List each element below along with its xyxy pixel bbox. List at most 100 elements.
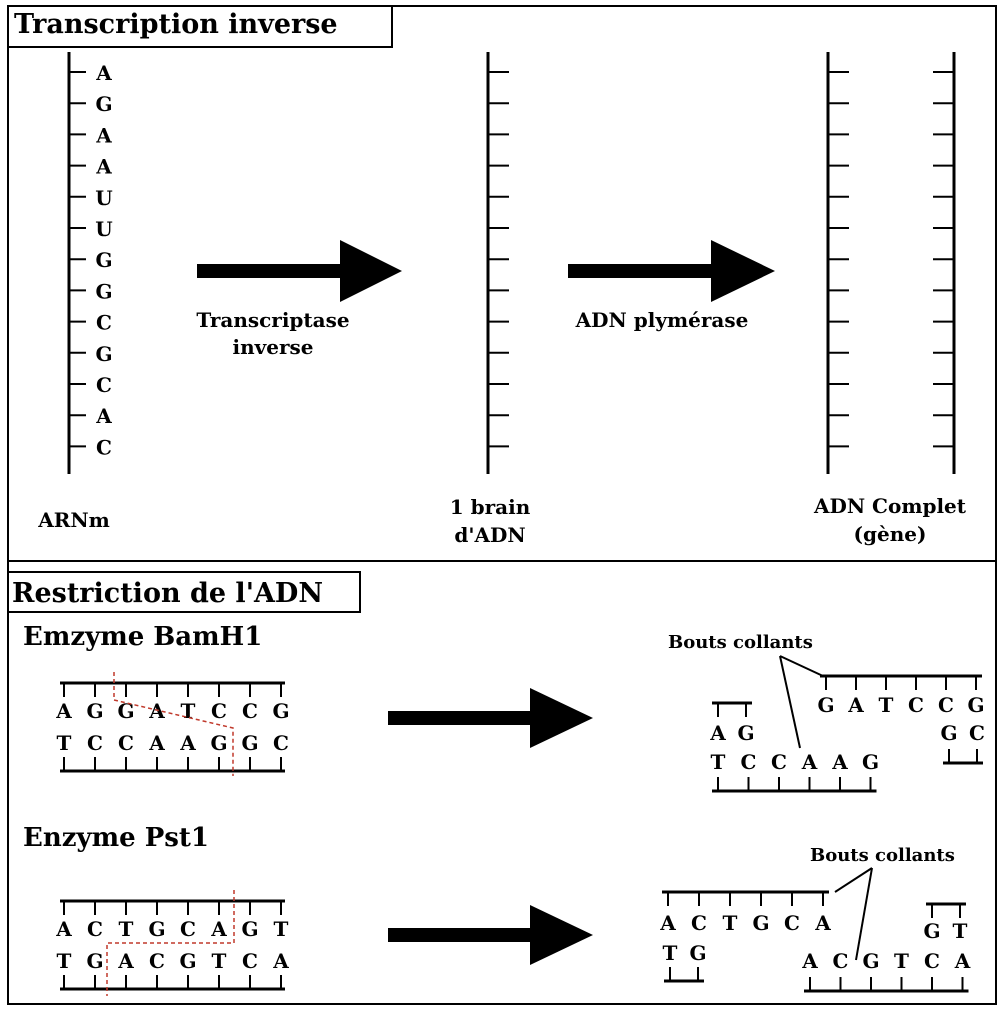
bamh1-right-top-base-4: C: [938, 693, 954, 717]
bamh1-bottom-base-4: A: [179, 731, 196, 755]
pst1-right-bottom-base-3: T: [894, 949, 909, 973]
mrna-base-0: A: [95, 61, 112, 85]
arrow-1-icon: [197, 240, 402, 302]
pst1-bottom-base-1: G: [86, 949, 103, 973]
bamh1-top-base-1: G: [86, 699, 103, 723]
bamh1-bottom-base-2: C: [118, 731, 134, 755]
bamh1-left-fragment: A GT C C A A G: [709, 701, 879, 793]
bamh1-arrow-icon: [388, 688, 593, 748]
section1-title-box: [7, 5, 393, 48]
pst1-right-bottom-base-1: C: [833, 949, 849, 973]
pst1-right-bottom-base-2: G: [862, 949, 879, 973]
pst1-right-bottom-base-4: C: [924, 949, 940, 973]
bamh1-left-bottom-base-5: G: [862, 750, 879, 774]
bamh1-right-fragment: G A T C C GG C: [817, 674, 985, 765]
single-dna-ticks: [488, 71, 509, 448]
pst1-left-top-base-1: C: [691, 911, 707, 935]
pst1-right-top-base-1: T: [953, 919, 968, 943]
bamh1-top-base-6: C: [242, 699, 258, 723]
pst1-left-top-base-4: C: [784, 911, 800, 935]
complete-dna-ticks: [828, 71, 954, 448]
bamh1-bottom-base-7: C: [273, 731, 289, 755]
bamh1-right-bottom-base-0: G: [940, 721, 957, 745]
pst1-bottom-base-6: C: [242, 949, 258, 973]
mrna-base-2: A: [95, 123, 112, 147]
pst1-bottom-base-5: T: [212, 949, 227, 973]
section2-frame: [7, 560, 997, 1005]
bamh1-left-bottom-base-0: T: [711, 750, 726, 774]
bamh1-right-top-base-1: A: [847, 693, 864, 717]
bamh1-top-base-4: T: [181, 699, 196, 723]
mrna-base-5: U: [95, 217, 112, 241]
bamh1-bottom-base-0: T: [57, 731, 72, 755]
bamh1-right-bottom-base-1: C: [969, 721, 985, 745]
pst1-left-top-base-2: T: [723, 911, 738, 935]
arrow-2-icon: [568, 240, 775, 302]
pst1-top-base-2: T: [119, 917, 134, 941]
section2-title-box: [7, 571, 361, 613]
pst1-bottom-base-0: T: [57, 949, 72, 973]
mrna-base-10: C: [96, 373, 112, 397]
mrna-base-12: C: [96, 435, 112, 459]
pst1-left-fragment: A C T G C AT G: [659, 890, 831, 983]
pst1-top-base-3: G: [148, 917, 165, 941]
complete-dna-label-line2: (gène): [854, 522, 927, 546]
bamh1-sticky-label: Bouts collants: [668, 632, 813, 653]
pst1-top-base-7: T: [274, 917, 289, 941]
bamh1-right-top-base-3: C: [908, 693, 924, 717]
mrna-base-8: C: [96, 311, 112, 335]
mrna-base-6: G: [95, 248, 112, 272]
pst1-top-base-4: C: [180, 917, 196, 941]
single-strand-label-line1: 1 brain: [450, 495, 531, 519]
bamh1-right-top-base-5: G: [967, 693, 984, 717]
pst1-top-base-0: A: [55, 917, 72, 941]
complete-dna-label-line1: ADN Complet: [813, 494, 967, 518]
pst1-bottom-base-7: A: [272, 949, 289, 973]
bamh1-cut-line: [113, 672, 234, 776]
pst1-left-top-base-0: A: [659, 911, 676, 935]
bamh1-left-bottom-base-3: A: [801, 750, 818, 774]
mrna-base-3: A: [95, 155, 112, 179]
bamh1-top-base-0: A: [55, 699, 72, 723]
pst1-bottom-base-2: A: [117, 949, 134, 973]
bamh1-group: Emzyme BamH1 A G G A T C C GT C C A A G G C A GT C C A A G G…: [23, 622, 985, 793]
bamh1-top-base-2: G: [117, 699, 134, 723]
bamh1-right-top-base-0: G: [817, 693, 834, 717]
bamh1-bottom-base-1: C: [87, 731, 103, 755]
pst1-left-top-base-3: G: [752, 911, 769, 935]
pst1-title: Enzyme Pst1: [23, 823, 209, 853]
pst1-arrow-icon: [388, 905, 593, 965]
arrow2-label: ADN plymérase: [575, 308, 749, 332]
bamh1-bottom-base-6: G: [241, 731, 258, 755]
mrna-base-4: U: [95, 186, 112, 210]
bamh1-left-top-base-0: A: [709, 721, 726, 745]
section1-frame: [7, 5, 997, 562]
bamh1-left-top-base-1: G: [737, 721, 754, 745]
mrna-label: ARNm: [37, 508, 110, 532]
bamh1-top-base-7: G: [272, 699, 289, 723]
mrna-base-9: G: [95, 342, 112, 366]
pst1-bottom-base-4: G: [179, 949, 196, 973]
bamh1-double-strand: A G G A T C C GT C C A A G G C: [55, 681, 290, 773]
mrna-base-7: G: [95, 279, 112, 303]
bamh1-title: Emzyme BamH1: [23, 622, 262, 652]
pst1-right-top-base-0: G: [923, 919, 940, 943]
pst1-left-top-base-5: A: [814, 911, 831, 935]
pst1-top-base-6: G: [241, 917, 258, 941]
bamh1-bottom-base-3: A: [148, 731, 165, 755]
pst1-left-bottom-base-1: G: [689, 941, 706, 965]
pst1-top-base-1: C: [87, 917, 103, 941]
arrow1-label-line1: Transcriptase: [196, 308, 349, 332]
bamh1-top-base-3: A: [148, 699, 165, 723]
pst1-sticky-label: Bouts collants: [810, 845, 955, 866]
bamh1-right-top-base-2: T: [879, 693, 894, 717]
bamh1-top-base-5: C: [211, 699, 227, 723]
pst1-right-bottom-base-5: A: [954, 949, 971, 973]
mrna-base-11: A: [95, 404, 112, 428]
single-strand-label-line2: d'ADN: [454, 523, 525, 547]
pst1-bottom-base-3: C: [149, 949, 165, 973]
